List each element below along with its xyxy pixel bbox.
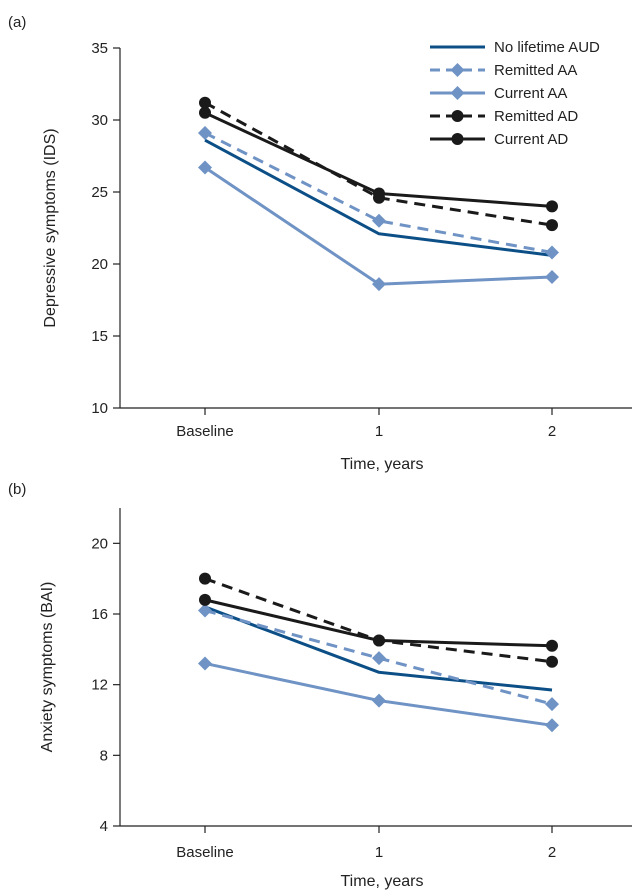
data-point (372, 277, 386, 292)
data-point (198, 656, 212, 671)
legend-label: Current AD (494, 131, 568, 148)
data-point (545, 269, 559, 284)
data-point (545, 245, 559, 260)
series-line (204, 577, 553, 664)
y-tick-label: 4 (100, 818, 108, 835)
data-point (372, 651, 386, 666)
data-point (546, 639, 558, 652)
series-line (204, 138, 553, 257)
data-point (198, 603, 212, 618)
data-point (546, 219, 558, 232)
legend-item: Remitted AD (430, 108, 578, 125)
legend-item: Current AA (430, 85, 567, 102)
legend-item: Current AD (430, 131, 568, 148)
series-current-aa (198, 160, 559, 292)
data-point (198, 125, 212, 140)
y-tick-label: 30 (91, 112, 108, 129)
legend-label: No lifetime AUD (494, 39, 600, 56)
legend-marker (450, 63, 465, 77)
legend-marker (451, 133, 464, 145)
y-tick-label: 16 (91, 606, 108, 623)
data-point (372, 693, 386, 708)
y-tick-label: 15 (91, 328, 108, 345)
data-point (199, 106, 211, 119)
series-remitted-aa (198, 125, 559, 260)
data-point (546, 200, 558, 213)
panel-label: (a) (8, 14, 26, 31)
data-point (373, 187, 385, 200)
legend-marker (451, 110, 464, 122)
x-tick-label: 2 (548, 844, 556, 861)
series-current-aa (198, 656, 559, 733)
legend-item: Remitted AA (430, 62, 577, 79)
series-no-lifetime-aud (204, 605, 553, 692)
y-tick-label: 20 (91, 535, 108, 552)
y-tick-label: 10 (91, 400, 108, 417)
legend-marker (450, 86, 465, 100)
x-tick-label: Baseline (176, 844, 234, 861)
series-no-lifetime-aud (204, 138, 553, 257)
x-tick-label: 2 (548, 423, 556, 440)
data-point (199, 593, 211, 606)
series-line (204, 605, 553, 692)
y-tick-label: 12 (91, 677, 108, 694)
series-line (204, 131, 553, 254)
data-point (545, 718, 559, 733)
y-tick-label: 35 (91, 40, 108, 57)
series-remitted-aa (198, 603, 559, 712)
y-tick-label: 25 (91, 184, 108, 201)
x-tick-label: 1 (375, 423, 383, 440)
data-point (199, 96, 211, 109)
data-point (546, 655, 558, 668)
y-tick-label: 20 (91, 256, 108, 273)
x-tick-label: 1 (375, 844, 383, 861)
legend: No lifetime AUD Remitted AA Current AA Remi… (430, 39, 600, 148)
series-current-ad (199, 106, 558, 213)
y-axis-title: Depressive symptoms (IDS) (42, 128, 59, 327)
x-tick-label: Baseline (176, 423, 234, 440)
legend-label: Current AA (494, 85, 567, 102)
x-axis-title: Time, years (341, 873, 424, 890)
series-current-ad (199, 593, 558, 652)
y-tick-label: 8 (100, 747, 108, 764)
data-point (373, 634, 385, 647)
data-point (199, 572, 211, 585)
legend-label: Remitted AA (494, 62, 577, 79)
chart-panel-a: (a) 10 15 20 25 30 35 Baseline 1 2 Time, years Depr… (8, 14, 632, 473)
x-axis-title: Time, years (341, 456, 424, 473)
panel-label: (b) (8, 481, 26, 498)
data-point (372, 213, 386, 228)
legend-label: Remitted AD (494, 108, 578, 125)
data-point (545, 697, 559, 712)
data-point (198, 160, 212, 175)
legend-item: No lifetime AUD (430, 39, 600, 56)
y-axis-title: Anxiety symptoms (BAI) (39, 582, 56, 753)
